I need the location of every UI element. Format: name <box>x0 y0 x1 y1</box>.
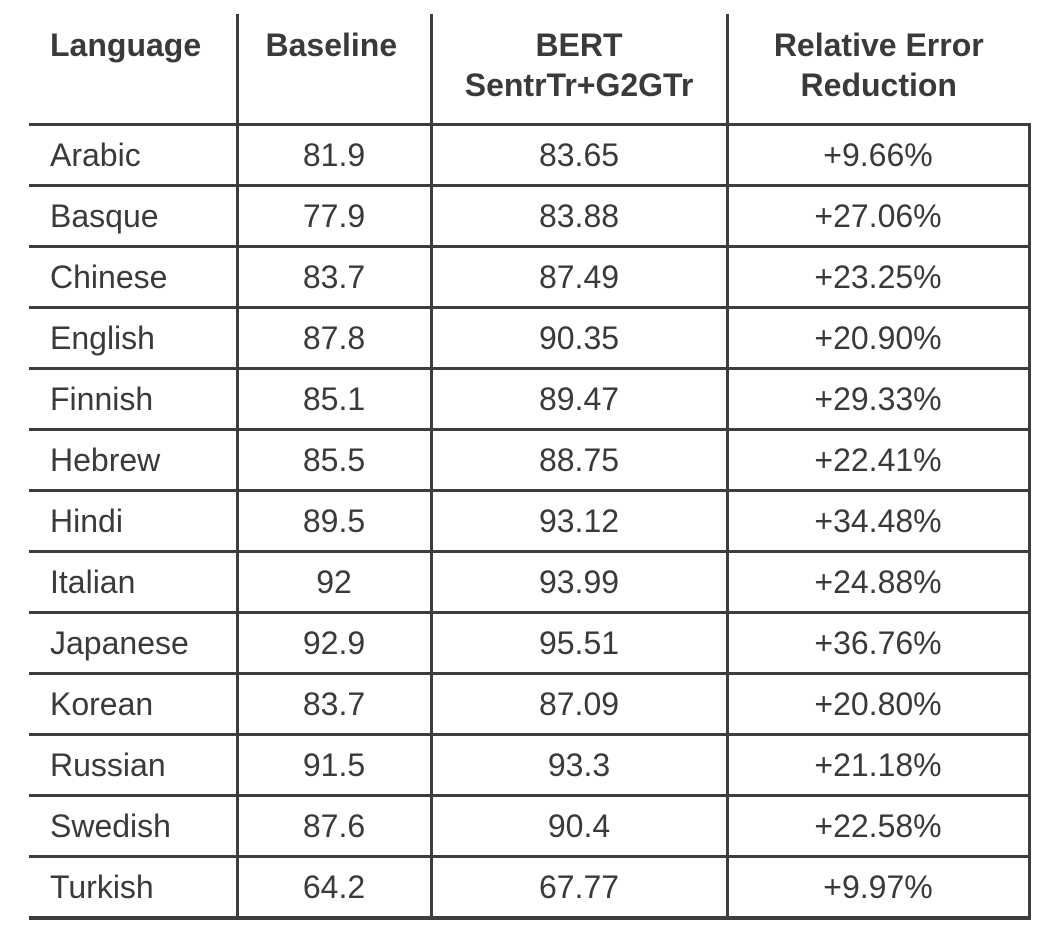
table-row: Chinese 83.7 87.49 +23.25% <box>29 246 1031 309</box>
cell-relative-error-reduction: +21.18% <box>725 734 1031 797</box>
header-rer-line1: Relative Error <box>773 27 984 63</box>
header-language: Language <box>29 14 237 126</box>
cell-relative-error-reduction: +22.58% <box>725 795 1031 858</box>
cell-language: Korean <box>29 673 237 736</box>
cell-language: Basque <box>29 185 237 248</box>
cell-bert: 93.3 <box>429 734 727 797</box>
cell-relative-error-reduction: +20.90% <box>725 307 1031 370</box>
table-row: Swedish 87.6 90.4 +22.58% <box>29 795 1031 858</box>
cell-baseline: 92 <box>235 551 431 614</box>
cell-relative-error-reduction: +20.80% <box>725 673 1031 736</box>
cell-bert: 83.65 <box>429 124 727 187</box>
header-rer-line2: Reduction <box>800 67 957 103</box>
cell-bert: 83.88 <box>429 185 727 248</box>
table-body: Arabic 81.9 83.65 +9.66% Basque 77.9 83.88 +27.… <box>29 124 1031 920</box>
table-row: Japanese 92.9 95.51 +36.76% <box>29 612 1031 675</box>
cell-language: Arabic <box>29 124 237 187</box>
table-row: Finnish 85.1 89.47 +29.33% <box>29 368 1031 431</box>
cell-bert: 87.09 <box>429 673 727 736</box>
cell-relative-error-reduction: +24.88% <box>725 551 1031 614</box>
cell-baseline: 89.5 <box>235 490 431 553</box>
cell-baseline: 64.2 <box>235 856 431 920</box>
cell-language: English <box>29 307 237 370</box>
cell-language: Swedish <box>29 795 237 858</box>
table-row: Arabic 81.9 83.65 +9.66% <box>29 124 1031 187</box>
cell-baseline: 83.7 <box>235 673 431 736</box>
cell-relative-error-reduction: +36.76% <box>725 612 1031 675</box>
cell-language: Hebrew <box>29 429 237 492</box>
cell-baseline: 85.5 <box>235 429 431 492</box>
table-row: Basque 77.9 83.88 +27.06% <box>29 185 1031 248</box>
header-row: Language Baseline BERT SentrTr+G2GTr Rel… <box>29 14 1029 126</box>
table-row: Turkish 64.2 67.77 +9.97% <box>29 856 1031 920</box>
results-table: Language Baseline BERT SentrTr+G2GTr Rel… <box>29 14 1031 920</box>
cell-relative-error-reduction: +27.06% <box>725 185 1031 248</box>
cell-baseline: 85.1 <box>235 368 431 431</box>
table-row: Hindi 89.5 93.12 +34.48% <box>29 490 1031 553</box>
cell-language: Russian <box>29 734 237 797</box>
cell-bert: 95.51 <box>429 612 727 675</box>
header-baseline: Baseline <box>235 14 431 126</box>
table-row: Italian 92 93.99 +24.88% <box>29 551 1031 614</box>
table-row: English 87.8 90.35 +20.90% <box>29 307 1031 370</box>
table-header: Language Baseline BERT SentrTr+G2GTr Rel… <box>29 14 1029 126</box>
cell-relative-error-reduction: +34.48% <box>725 490 1031 553</box>
header-bert: BERT SentrTr+G2GTr <box>429 14 727 126</box>
header-relative-error-reduction: Relative Error Reduction <box>725 14 1029 126</box>
cell-baseline: 92.9 <box>235 612 431 675</box>
header-bert-line2: SentrTr+G2GTr <box>464 67 694 103</box>
table-row: Hebrew 85.5 88.75 +22.41% <box>29 429 1031 492</box>
cell-bert: 87.49 <box>429 246 727 309</box>
cell-baseline: 77.9 <box>235 185 431 248</box>
cell-language: Turkish <box>29 856 237 920</box>
cell-baseline: 91.5 <box>235 734 431 797</box>
table-row: Korean 83.7 87.09 +20.80% <box>29 673 1031 736</box>
cell-relative-error-reduction: +23.25% <box>725 246 1031 309</box>
cell-bert: 93.99 <box>429 551 727 614</box>
cell-language: Italian <box>29 551 237 614</box>
cell-language: Japanese <box>29 612 237 675</box>
cell-bert: 89.47 <box>429 368 727 431</box>
table-row: Russian 91.5 93.3 +21.18% <box>29 734 1031 797</box>
cell-relative-error-reduction: +9.97% <box>725 856 1031 920</box>
cell-bert: 90.4 <box>429 795 727 858</box>
cell-baseline: 87.8 <box>235 307 431 370</box>
cell-bert: 90.35 <box>429 307 727 370</box>
cell-bert: 67.77 <box>429 856 727 920</box>
cell-relative-error-reduction: +29.33% <box>725 368 1031 431</box>
cell-baseline: 87.6 <box>235 795 431 858</box>
cell-baseline: 81.9 <box>235 124 431 187</box>
cell-bert: 88.75 <box>429 429 727 492</box>
header-bert-line1: BERT <box>535 27 623 63</box>
cell-language: Hindi <box>29 490 237 553</box>
cell-language: Finnish <box>29 368 237 431</box>
cell-relative-error-reduction: +9.66% <box>725 124 1031 187</box>
cell-baseline: 83.7 <box>235 246 431 309</box>
cell-relative-error-reduction: +22.41% <box>725 429 1031 492</box>
cell-bert: 93.12 <box>429 490 727 553</box>
cell-language: Chinese <box>29 246 237 309</box>
